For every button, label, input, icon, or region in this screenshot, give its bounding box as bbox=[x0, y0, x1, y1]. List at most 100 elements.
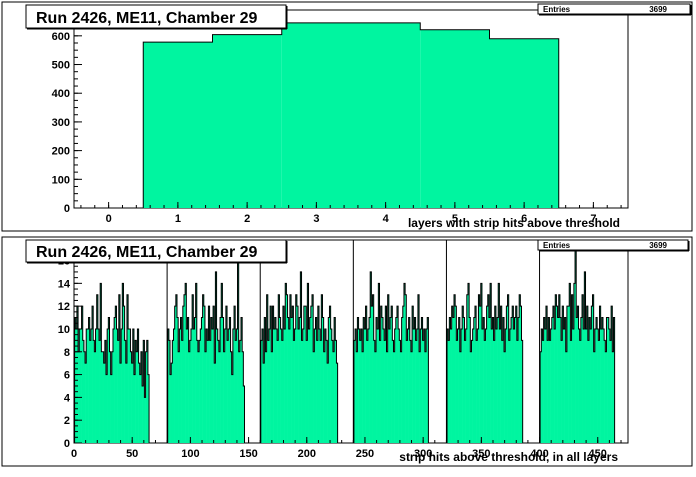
histogram-bar bbox=[398, 328, 400, 443]
histogram-bar bbox=[210, 317, 213, 443]
histogram-bar bbox=[420, 328, 422, 443]
histogram-bar bbox=[386, 351, 388, 443]
histogram-bar bbox=[110, 374, 113, 443]
histogram-bar bbox=[332, 351, 335, 443]
histogram-bar bbox=[372, 294, 374, 443]
histogram-bar bbox=[94, 351, 96, 443]
histogram-bar bbox=[353, 340, 356, 443]
histogram-bar bbox=[459, 351, 462, 443]
histogram-bar bbox=[541, 328, 543, 443]
histogram-bar bbox=[477, 328, 479, 443]
histogram-bar bbox=[480, 283, 483, 443]
histogram-bar bbox=[193, 328, 195, 443]
histogram-bar bbox=[450, 328, 452, 443]
histogram-bar bbox=[451, 306, 454, 443]
histogram-bar bbox=[331, 340, 334, 443]
histogram-bar bbox=[571, 294, 574, 443]
histogram-bar bbox=[96, 294, 99, 443]
histogram-bar bbox=[175, 294, 178, 443]
histogram-bar bbox=[595, 317, 598, 443]
histogram-bar bbox=[272, 306, 274, 443]
histogram-bar bbox=[406, 340, 408, 443]
histogram-bar bbox=[358, 328, 361, 443]
histogram-bar bbox=[109, 351, 111, 443]
histogram-outline bbox=[142, 22, 560, 208]
histogram-bar bbox=[516, 340, 519, 443]
histogram-bar bbox=[178, 351, 180, 443]
y-tick-label: 400 bbox=[52, 88, 70, 100]
x-tick-label: 350 bbox=[472, 448, 490, 460]
histogram-bar bbox=[242, 351, 244, 443]
y-tick-label: 600 bbox=[52, 31, 70, 43]
histogram-bar bbox=[308, 328, 310, 443]
histogram-bar bbox=[301, 340, 303, 443]
histogram-bar bbox=[600, 328, 603, 443]
histogram-bar bbox=[317, 306, 320, 443]
histogram-bar bbox=[81, 306, 84, 443]
histogram-bar bbox=[486, 306, 489, 443]
histogram-bar bbox=[467, 283, 470, 443]
histogram-bar bbox=[495, 328, 498, 443]
histogram-bar bbox=[606, 317, 608, 443]
histogram-bar bbox=[508, 340, 511, 443]
histogram-bar bbox=[371, 306, 373, 443]
histogram-bar bbox=[543, 317, 546, 443]
histogram-bar bbox=[483, 317, 485, 443]
histogram-bar bbox=[569, 283, 571, 443]
histogram-bar bbox=[362, 351, 364, 443]
histogram-bar bbox=[173, 328, 175, 443]
histogram-bar bbox=[593, 351, 596, 443]
histogram-bar bbox=[612, 351, 614, 443]
histogram-bar bbox=[385, 306, 387, 443]
histogram-bar bbox=[509, 328, 512, 443]
histogram-bar bbox=[179, 328, 181, 443]
histogram-bar bbox=[520, 306, 522, 443]
histogram-bar bbox=[357, 317, 359, 443]
histogram-bar bbox=[456, 340, 458, 443]
histogram-bar bbox=[458, 317, 461, 443]
histogram-bar bbox=[564, 317, 567, 443]
histogram-outline bbox=[539, 248, 616, 443]
histogram-bar bbox=[577, 306, 579, 443]
histogram-bar bbox=[129, 328, 131, 443]
histogram-bar bbox=[103, 363, 106, 443]
histogram-bar bbox=[470, 351, 472, 443]
histogram-bar bbox=[281, 340, 284, 443]
y-tick-label: 10 bbox=[58, 324, 70, 336]
histogram-bar bbox=[194, 317, 196, 443]
histogram-bar bbox=[200, 328, 202, 443]
histogram-bar bbox=[392, 340, 394, 443]
histogram-bar bbox=[591, 306, 593, 443]
y-tick-label: 2 bbox=[64, 415, 70, 427]
histogram-bar bbox=[293, 340, 295, 443]
chart-title: Run 2426, ME11, Chamber 29 bbox=[36, 10, 258, 27]
histogram-bar bbox=[455, 306, 457, 443]
histogram-bar bbox=[313, 351, 315, 443]
histogram-bar bbox=[580, 317, 583, 443]
histogram-bar bbox=[268, 328, 271, 443]
histogram-bar bbox=[223, 351, 226, 443]
histogram-bar bbox=[185, 283, 187, 443]
histogram-bar bbox=[202, 294, 205, 443]
histogram-bar bbox=[465, 328, 468, 443]
x-axis-label: strip hits above threshold, in all layer… bbox=[399, 450, 618, 464]
histogram-bar bbox=[146, 340, 149, 443]
histogram-bar bbox=[584, 271, 586, 443]
x-tick-label: 0 bbox=[106, 213, 112, 225]
histogram-bar bbox=[323, 351, 326, 443]
histogram-bar bbox=[448, 340, 450, 443]
histogram-bar bbox=[414, 317, 416, 443]
histogram-bar bbox=[557, 317, 560, 443]
histogram-bar bbox=[394, 328, 397, 443]
histogram-bar bbox=[466, 294, 469, 443]
histogram-bar bbox=[287, 317, 290, 443]
histogram-bar bbox=[502, 317, 505, 443]
histogram-bar bbox=[207, 340, 209, 443]
histogram-bar bbox=[119, 363, 122, 443]
histogram-bar bbox=[232, 328, 235, 443]
histogram-bar bbox=[88, 317, 91, 443]
histogram-bar bbox=[277, 340, 279, 443]
histogram-bar bbox=[322, 317, 324, 443]
histogram-bar bbox=[402, 306, 405, 443]
histogram-bar bbox=[106, 374, 108, 443]
